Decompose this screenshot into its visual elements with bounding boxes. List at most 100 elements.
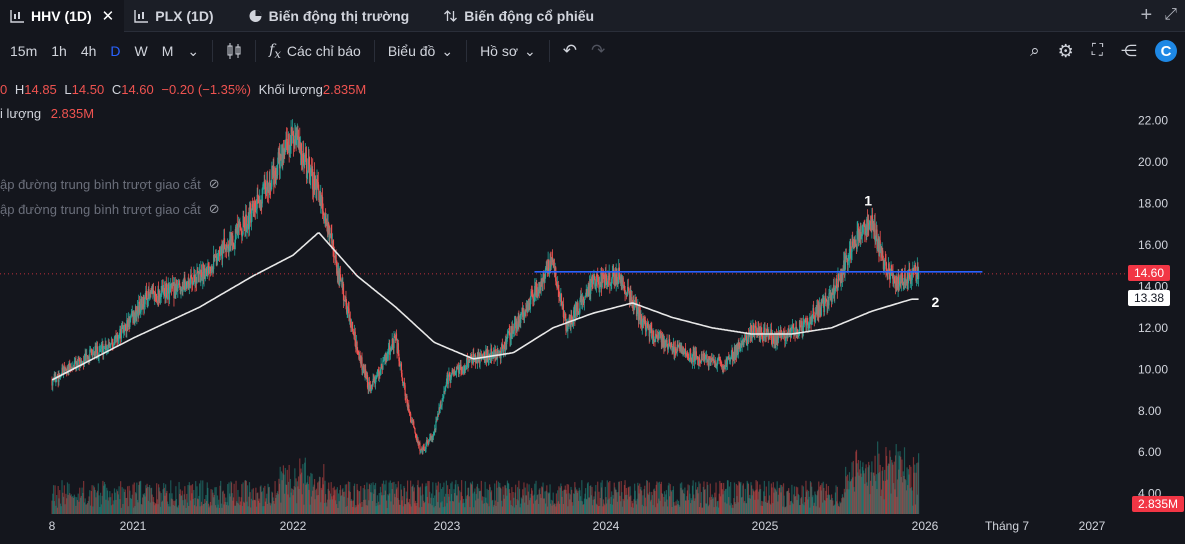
candle-body xyxy=(518,319,521,327)
candle-body xyxy=(90,349,92,352)
chart-menu-button[interactable]: Biểu đồ ⌄ xyxy=(381,43,460,60)
candle-body xyxy=(191,283,194,286)
volume-bar xyxy=(196,486,198,514)
candle-body xyxy=(719,358,721,360)
candle-body xyxy=(333,248,335,256)
redo-icon[interactable]: ↷ xyxy=(591,41,606,60)
candle-body xyxy=(419,442,421,451)
tab-plx[interactable]: PLX (1D) xyxy=(124,0,223,32)
volume-bar xyxy=(485,502,488,514)
volume-bar xyxy=(713,507,715,514)
eye-hidden-icon[interactable]: ⊘ xyxy=(208,201,220,216)
volume-bar xyxy=(173,501,175,514)
quick-search-icon[interactable]: ⌕ xyxy=(1030,41,1040,60)
candle-body xyxy=(592,280,594,284)
candle-body xyxy=(825,296,827,299)
candle-body xyxy=(714,362,716,367)
interval-4h[interactable]: 4h xyxy=(80,43,97,59)
volume-bar xyxy=(647,493,649,514)
volume-bar xyxy=(841,498,843,514)
candle-body xyxy=(371,384,373,390)
candle-body xyxy=(763,330,765,341)
eye-hidden-icon[interactable]: ⊘ xyxy=(208,176,220,191)
volume-bar xyxy=(242,482,244,514)
volume-bar xyxy=(286,484,288,514)
volume-bar xyxy=(105,499,107,514)
ma-legend-2[interactable]: ập đường trung bình trượt giao cắt ⊘ xyxy=(0,201,220,217)
volume-bar xyxy=(79,497,82,514)
volume-bar xyxy=(365,499,367,514)
volume-bar xyxy=(877,473,879,514)
candle-body xyxy=(221,246,223,259)
volume-bar xyxy=(606,480,608,514)
price-chart[interactable]: 22.0020.0018.0016.0014.0012.0010.008.006… xyxy=(0,70,1185,544)
indicators-button[interactable]: fx Các chỉ báo xyxy=(262,42,368,61)
chevron-down-icon: ⌄ xyxy=(524,42,536,59)
candle-body xyxy=(753,334,755,337)
candle-body xyxy=(789,328,791,337)
candle-body xyxy=(897,274,899,289)
volume-bar xyxy=(332,487,334,514)
volume-bar xyxy=(71,497,73,514)
volume-bar xyxy=(547,492,549,514)
candle-type-button[interactable] xyxy=(219,42,249,60)
volume-bar xyxy=(367,489,369,514)
interval-d[interactable]: D xyxy=(110,43,121,59)
gear-icon[interactable]: ⚙ xyxy=(1057,40,1074,61)
close-value: 14.60 xyxy=(121,82,154,97)
candle-body xyxy=(832,284,835,293)
candle-body xyxy=(625,292,627,295)
volume-bar xyxy=(770,504,772,514)
candle-body xyxy=(198,273,200,275)
candle-body xyxy=(609,284,612,286)
add-tab-icon[interactable]: + xyxy=(1140,4,1153,26)
volume-bar xyxy=(634,483,636,514)
tab-market-movement[interactable]: Biến động thị trường xyxy=(238,0,420,32)
volume-bar xyxy=(914,464,916,514)
close-icon[interactable]: ✕ xyxy=(101,7,115,25)
candle-body xyxy=(199,271,201,283)
volume-bar xyxy=(526,483,528,514)
undo-icon[interactable]: ↶ xyxy=(562,41,578,60)
share-icon[interactable]: ⋲ xyxy=(1121,43,1137,60)
volume-bar xyxy=(707,506,709,514)
interval-1h[interactable]: 1h xyxy=(51,43,67,59)
volume-bar xyxy=(211,505,213,514)
expand-icon[interactable]: ⤢ xyxy=(1164,6,1177,23)
ma-legend-1[interactable]: ập đường trung bình trượt giao cắt ⊘ xyxy=(0,176,220,192)
candle-body xyxy=(245,214,247,231)
chart-area[interactable]: 22.00 20.00 18.00 16.00 14.00 12.00 10.00 8.00 6… xyxy=(0,70,1185,544)
candle-body xyxy=(119,328,121,336)
volume-bar xyxy=(914,504,916,514)
interval-w[interactable]: W xyxy=(134,43,148,59)
volume-bar xyxy=(180,495,182,514)
volume-bar xyxy=(246,485,249,514)
candle-body xyxy=(805,320,807,326)
volume-bar xyxy=(167,504,169,514)
volume-bar xyxy=(670,491,673,514)
volume-bar xyxy=(325,494,327,514)
profile-menu-button[interactable]: Hồ sơ ⌄ xyxy=(473,43,543,60)
volume-bar xyxy=(855,449,858,514)
interval-m[interactable]: M xyxy=(161,43,174,59)
candle-body xyxy=(330,233,332,235)
tab-stock-movement[interactable]: Biến động cổ phiếu xyxy=(433,0,604,32)
candle-body xyxy=(779,332,781,334)
candle-body xyxy=(893,279,895,284)
fullscreen-icon[interactable]: ⛶ xyxy=(1091,42,1103,59)
volume-bar xyxy=(550,499,552,514)
candle-body xyxy=(653,340,655,342)
volume-bar xyxy=(591,486,593,514)
candle-body xyxy=(539,284,542,291)
candle-body xyxy=(478,354,480,359)
volume-bar xyxy=(418,487,420,514)
candle-body xyxy=(234,228,236,243)
volume-bar xyxy=(621,492,623,514)
candle-body xyxy=(291,131,293,136)
volume-bar xyxy=(813,505,815,514)
chevron-down-icon[interactable]: ⌄ xyxy=(187,42,200,59)
candle-body xyxy=(682,351,685,355)
interval-15m[interactable]: 15m xyxy=(10,43,38,59)
candle-body xyxy=(709,357,711,359)
tab-hhv[interactable]: HHV (1D) ✕ xyxy=(0,0,125,32)
